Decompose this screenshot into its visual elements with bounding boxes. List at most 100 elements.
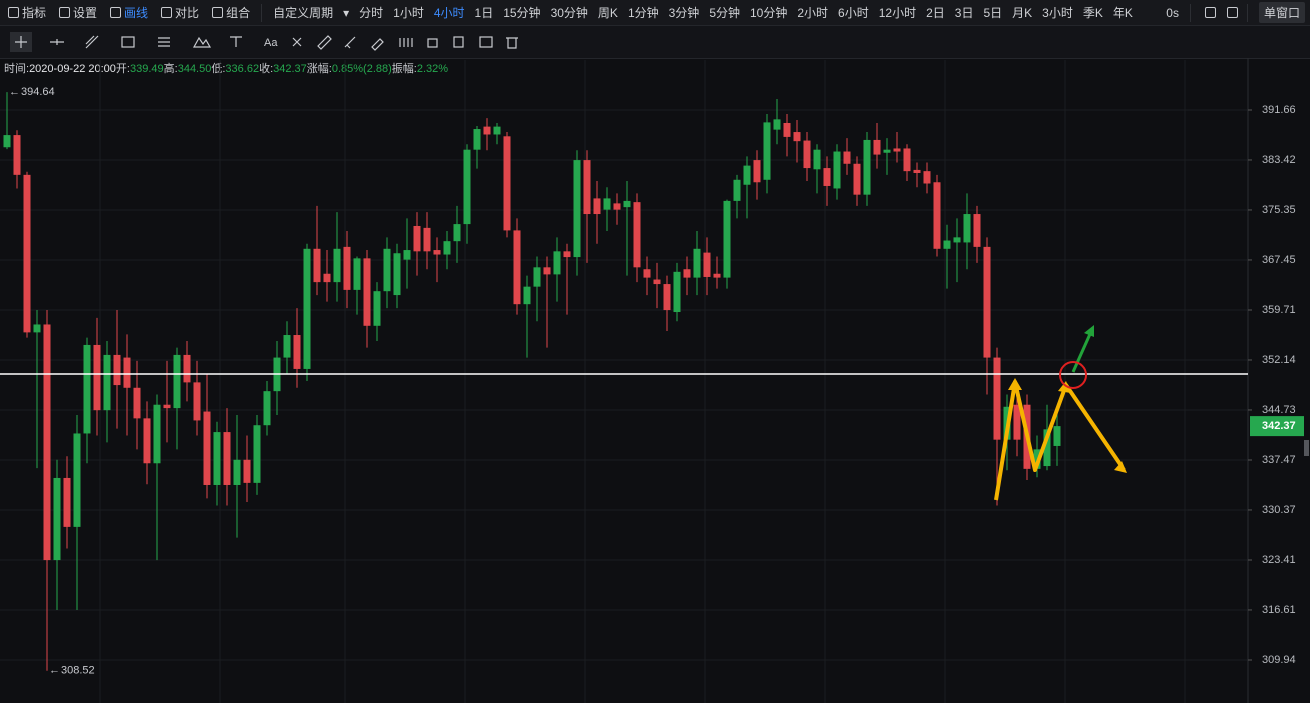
candle-body bbox=[973, 214, 981, 247]
candle-body bbox=[213, 432, 221, 485]
rect-icon[interactable] bbox=[121, 36, 135, 48]
candle-body bbox=[183, 354, 191, 383]
toolbar-tool[interactable]: 指标 bbox=[22, 6, 47, 20]
period-option[interactable]: 分时 bbox=[359, 6, 384, 20]
last-price-box bbox=[1250, 416, 1304, 437]
candle-body bbox=[743, 165, 751, 185]
candle-body bbox=[63, 477, 71, 527]
pattern-icon[interactable] bbox=[192, 36, 212, 48]
delete-icon[interactable] bbox=[506, 37, 518, 49]
y-tick-label: 391.66 bbox=[1262, 104, 1296, 116]
brush-icon[interactable] bbox=[317, 35, 332, 50]
dropdown-caret[interactable]: ▾ bbox=[343, 5, 350, 20]
candle-body bbox=[583, 160, 591, 215]
period-option[interactable]: 季K bbox=[1082, 6, 1103, 20]
candle-body bbox=[403, 250, 411, 260]
line-icon[interactable] bbox=[50, 39, 64, 45]
candle-body bbox=[23, 174, 31, 333]
period-option[interactable]: 1分钟 bbox=[627, 6, 659, 20]
fib-icon[interactable] bbox=[158, 37, 170, 47]
period-option[interactable]: 4小时 bbox=[433, 6, 465, 20]
info-value: 0.85%(2.88) bbox=[332, 63, 392, 75]
candle-body bbox=[613, 203, 621, 210]
candle-body bbox=[943, 240, 951, 249]
info-value: 2.32% bbox=[417, 63, 448, 75]
drawn-green-arrow[interactable] bbox=[1071, 333, 1092, 373]
toolbar-tool[interactable]: 设置 bbox=[73, 6, 98, 20]
candle-body bbox=[353, 258, 361, 290]
green-arrowhead bbox=[1084, 325, 1094, 337]
candle-body bbox=[173, 354, 181, 409]
trend-icon[interactable] bbox=[85, 35, 99, 49]
candle-body bbox=[3, 135, 11, 148]
period-option[interactable]: 月K bbox=[1012, 6, 1033, 20]
period-option[interactable]: 10分钟 bbox=[750, 6, 788, 20]
candle-body bbox=[663, 284, 671, 311]
window-mode[interactable]: 单窗口 bbox=[1258, 2, 1305, 23]
toolbar-tool[interactable]: 画线 bbox=[124, 6, 149, 20]
candle-body bbox=[323, 273, 331, 283]
period-option[interactable]: 15分钟 bbox=[503, 6, 541, 20]
candle-body bbox=[673, 271, 681, 313]
info-label: 振幅: bbox=[392, 61, 417, 75]
copy-icon[interactable] bbox=[453, 36, 464, 48]
period-option[interactable]: 5分钟 bbox=[709, 6, 740, 20]
period-option[interactable]: 2小时 bbox=[797, 6, 829, 20]
lock-icon[interactable] bbox=[427, 38, 438, 48]
period-option[interactable]: 3小时 bbox=[1042, 6, 1073, 20]
drawn-circle[interactable] bbox=[1059, 361, 1087, 389]
bars-icon[interactable] bbox=[399, 38, 413, 47]
drawn-yellow-arrows[interactable] bbox=[994, 380, 1126, 501]
info-value: 342.37 bbox=[273, 63, 307, 75]
candle-body bbox=[303, 248, 311, 369]
candle-body bbox=[683, 269, 691, 278]
measure-icon[interactable] bbox=[230, 36, 242, 47]
toolbar-tool[interactable]: 对比 bbox=[175, 6, 200, 20]
fullscreen-icon[interactable] bbox=[1204, 7, 1216, 18]
info-label: 高: bbox=[164, 61, 178, 75]
y-tick-label: 367.45 bbox=[1262, 254, 1296, 266]
candle-body bbox=[643, 269, 651, 278]
period-option[interactable]: 周K bbox=[597, 6, 618, 20]
period-option[interactable]: 年K bbox=[1112, 6, 1133, 20]
info-value: 336.62 bbox=[225, 63, 259, 75]
candle-body bbox=[603, 198, 611, 210]
period-option[interactable]: 3日 bbox=[954, 6, 974, 20]
info-value: 339.49 bbox=[130, 63, 164, 75]
candle-body bbox=[133, 387, 141, 419]
pen-icon[interactable] bbox=[344, 36, 356, 49]
yellow-arrowheads bbox=[1008, 378, 1127, 473]
screenshot-icon[interactable] bbox=[479, 36, 493, 48]
period-option[interactable]: 6小时 bbox=[838, 6, 869, 20]
crosshair-icon[interactable] bbox=[15, 36, 27, 48]
period-option[interactable]: 2日 bbox=[926, 6, 945, 20]
candle-body bbox=[493, 126, 501, 135]
edit-icon[interactable] bbox=[371, 38, 384, 51]
text-tool[interactable]: Aa bbox=[264, 37, 278, 49]
candle-body bbox=[483, 126, 491, 135]
period-option[interactable]: 1日 bbox=[474, 6, 494, 20]
period-option[interactable]: 12小时 bbox=[878, 6, 917, 20]
period-option[interactable]: 30分钟 bbox=[550, 6, 588, 20]
candle-body bbox=[373, 291, 381, 326]
candle-body bbox=[733, 179, 741, 201]
candle-body bbox=[103, 354, 111, 411]
toolbar-tool[interactable]: 组合 bbox=[226, 6, 251, 20]
period-option[interactable]: 1小时 bbox=[393, 6, 424, 20]
candle-body bbox=[153, 404, 161, 464]
candle-body bbox=[633, 202, 641, 268]
candle-body bbox=[853, 163, 861, 195]
eraser-icon[interactable] bbox=[292, 37, 302, 47]
y-tick-label: 309.94 bbox=[1262, 654, 1296, 666]
period-option[interactable]: 5日 bbox=[983, 6, 1003, 20]
candle-body bbox=[593, 198, 601, 215]
popout-icon[interactable] bbox=[1226, 7, 1238, 18]
candle-body bbox=[143, 418, 151, 464]
period-option[interactable]: 3分钟 bbox=[668, 6, 700, 20]
y-tick-label: 330.37 bbox=[1262, 504, 1296, 516]
candle-body bbox=[923, 171, 931, 184]
scroll-handle[interactable] bbox=[1304, 440, 1309, 456]
period-menu[interactable]: 自定义周期 bbox=[273, 6, 334, 20]
candle-body bbox=[813, 149, 821, 170]
candle-body bbox=[953, 237, 961, 243]
